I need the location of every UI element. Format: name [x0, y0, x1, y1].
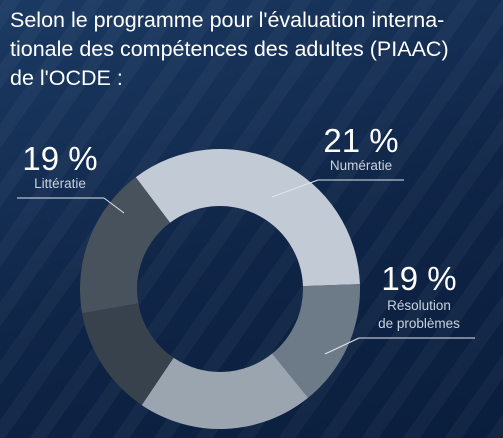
donut-slice-1	[135, 148, 360, 287]
donut-slices	[79, 148, 360, 429]
data-label-resolution-pct: 19 %	[381, 260, 456, 297]
donut-slice-3	[141, 353, 309, 429]
donut-slice-5	[79, 177, 171, 314]
title-line-2: tionale des compétences des adultes (PIA…	[10, 37, 449, 61]
leader-line-resolution	[324, 337, 360, 355]
data-label-numeratie-pct: 21 %	[323, 122, 398, 159]
donut-slice-4	[82, 303, 174, 406]
leader-line-numeratie	[271, 179, 319, 198]
title-line-3: de l'OCDE :	[10, 66, 123, 90]
data-label-litteratie-pct: 19 %	[22, 140, 97, 177]
leader-line-litteratie	[103, 197, 125, 214]
data-label-litteratie-name: Littératie	[34, 176, 86, 191]
chart-title: Selon le programme pour l'évaluation int…	[10, 6, 502, 93]
data-label-resolution-name-1: Résolution	[387, 298, 451, 313]
data-label-numeratie-name: Numératie	[330, 158, 392, 173]
title-line-1: Selon le programme pour l'évaluation int…	[10, 8, 445, 32]
donut-slice-2	[272, 284, 360, 398]
data-label-resolution-name-2: de problèmes	[378, 316, 460, 331]
